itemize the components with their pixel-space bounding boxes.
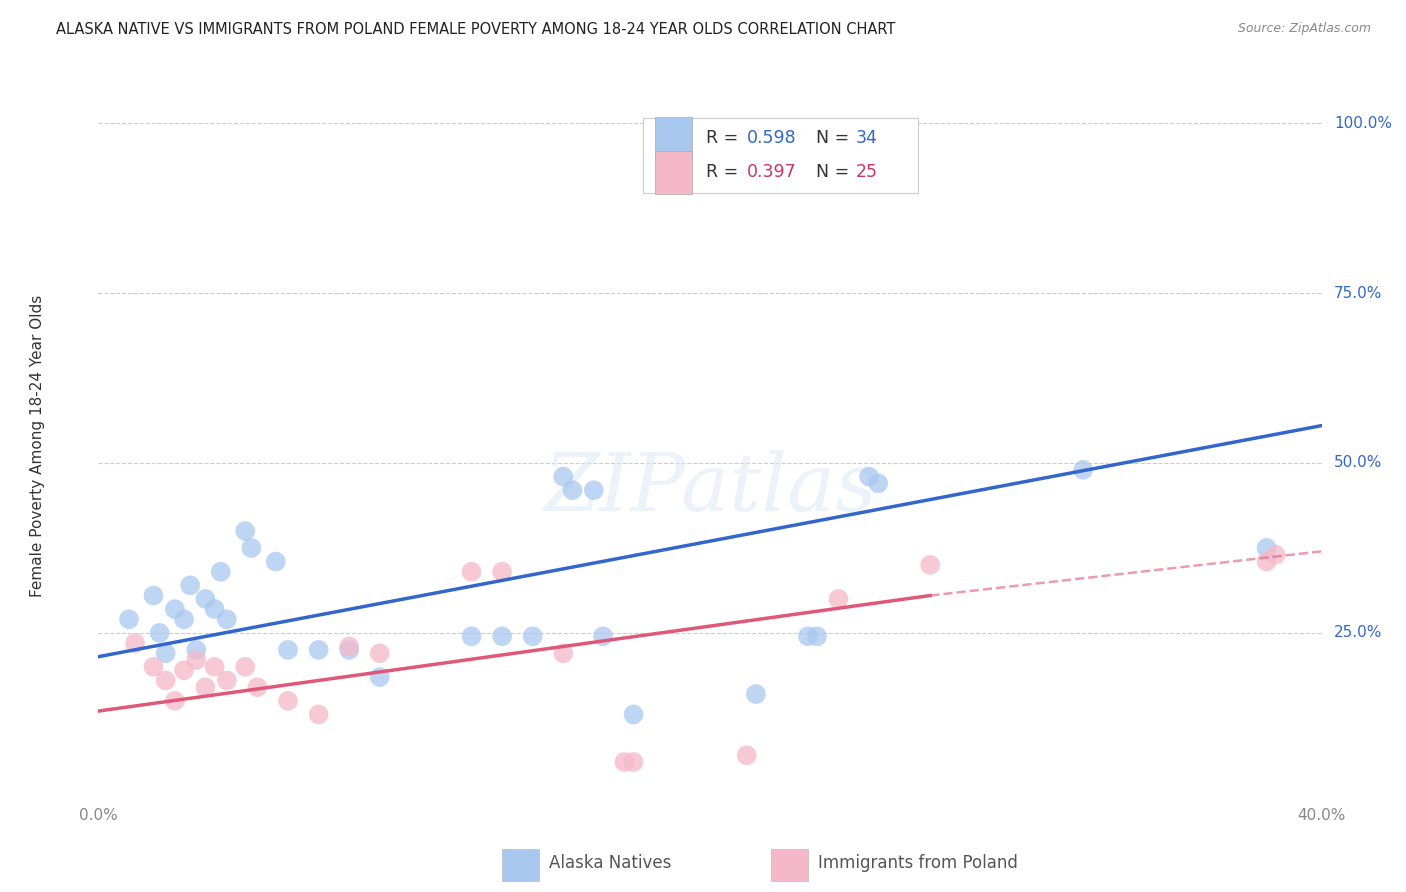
Point [592, 629, 614, 643]
Point [797, 629, 820, 643]
Point [582, 483, 605, 498]
Point [460, 629, 482, 643]
Text: N =: N = [817, 129, 855, 147]
Point [1256, 555, 1278, 569]
Point [173, 663, 195, 677]
Point [186, 643, 208, 657]
Point [827, 591, 849, 606]
Point [277, 694, 299, 708]
Text: 100.0%: 100.0% [1334, 116, 1392, 131]
Text: 25: 25 [856, 163, 877, 181]
Point [553, 469, 575, 483]
Point [460, 565, 482, 579]
Point [233, 660, 256, 674]
Point [149, 626, 172, 640]
Point [215, 612, 238, 626]
Point [308, 707, 330, 722]
Point [204, 602, 226, 616]
Point [868, 476, 890, 491]
Text: 50.0%: 50.0% [1334, 456, 1382, 470]
Point [155, 646, 177, 660]
Point [368, 646, 391, 660]
Point [233, 524, 256, 538]
Text: Source: ZipAtlas.com: Source: ZipAtlas.com [1237, 22, 1371, 36]
Point [368, 670, 391, 684]
Point [623, 755, 645, 769]
Text: 34: 34 [856, 129, 877, 147]
Point [491, 629, 513, 643]
Point [194, 591, 217, 606]
Point [186, 653, 208, 667]
Point [858, 469, 880, 483]
Point [142, 589, 165, 603]
Point [920, 558, 942, 572]
Point [337, 640, 360, 654]
Point [204, 660, 226, 674]
Point [155, 673, 177, 688]
Point [623, 707, 645, 722]
Point [337, 643, 360, 657]
Point [1256, 541, 1278, 555]
Point [240, 541, 263, 555]
Point [124, 636, 146, 650]
Text: ZIPatlas: ZIPatlas [543, 450, 877, 527]
Point [561, 483, 583, 498]
Point [118, 612, 141, 626]
Point [1071, 463, 1094, 477]
Point [215, 673, 238, 688]
Text: R =: R = [706, 129, 744, 147]
Point [745, 687, 768, 701]
Point [209, 565, 232, 579]
Text: Immigrants from Poland: Immigrants from Poland [818, 855, 1018, 872]
Point [163, 694, 186, 708]
Text: R =: R = [706, 163, 744, 181]
Text: N =: N = [817, 163, 855, 181]
FancyBboxPatch shape [655, 151, 692, 194]
Point [806, 629, 828, 643]
Point [194, 680, 217, 694]
Point [491, 565, 513, 579]
Point [553, 646, 575, 660]
Point [1264, 548, 1286, 562]
Point [173, 612, 195, 626]
Point [277, 643, 299, 657]
Point [179, 578, 201, 592]
Text: 75.0%: 75.0% [1334, 285, 1382, 301]
Text: 0.598: 0.598 [747, 129, 796, 147]
Point [522, 629, 544, 643]
Text: 0.397: 0.397 [747, 163, 796, 181]
Point [308, 643, 330, 657]
Point [264, 555, 287, 569]
Point [613, 755, 636, 769]
Point [163, 602, 186, 616]
FancyBboxPatch shape [502, 849, 538, 881]
FancyBboxPatch shape [643, 118, 918, 193]
Point [735, 748, 758, 763]
FancyBboxPatch shape [772, 849, 808, 881]
Text: ALASKA NATIVE VS IMMIGRANTS FROM POLAND FEMALE POVERTY AMONG 18-24 YEAR OLDS COR: ALASKA NATIVE VS IMMIGRANTS FROM POLAND … [56, 22, 896, 37]
Point [142, 660, 165, 674]
Point [246, 680, 269, 694]
Text: 25.0%: 25.0% [1334, 625, 1382, 640]
Text: Alaska Natives: Alaska Natives [548, 855, 671, 872]
FancyBboxPatch shape [655, 117, 692, 160]
Text: Female Poverty Among 18-24 Year Olds: Female Poverty Among 18-24 Year Olds [30, 295, 45, 597]
